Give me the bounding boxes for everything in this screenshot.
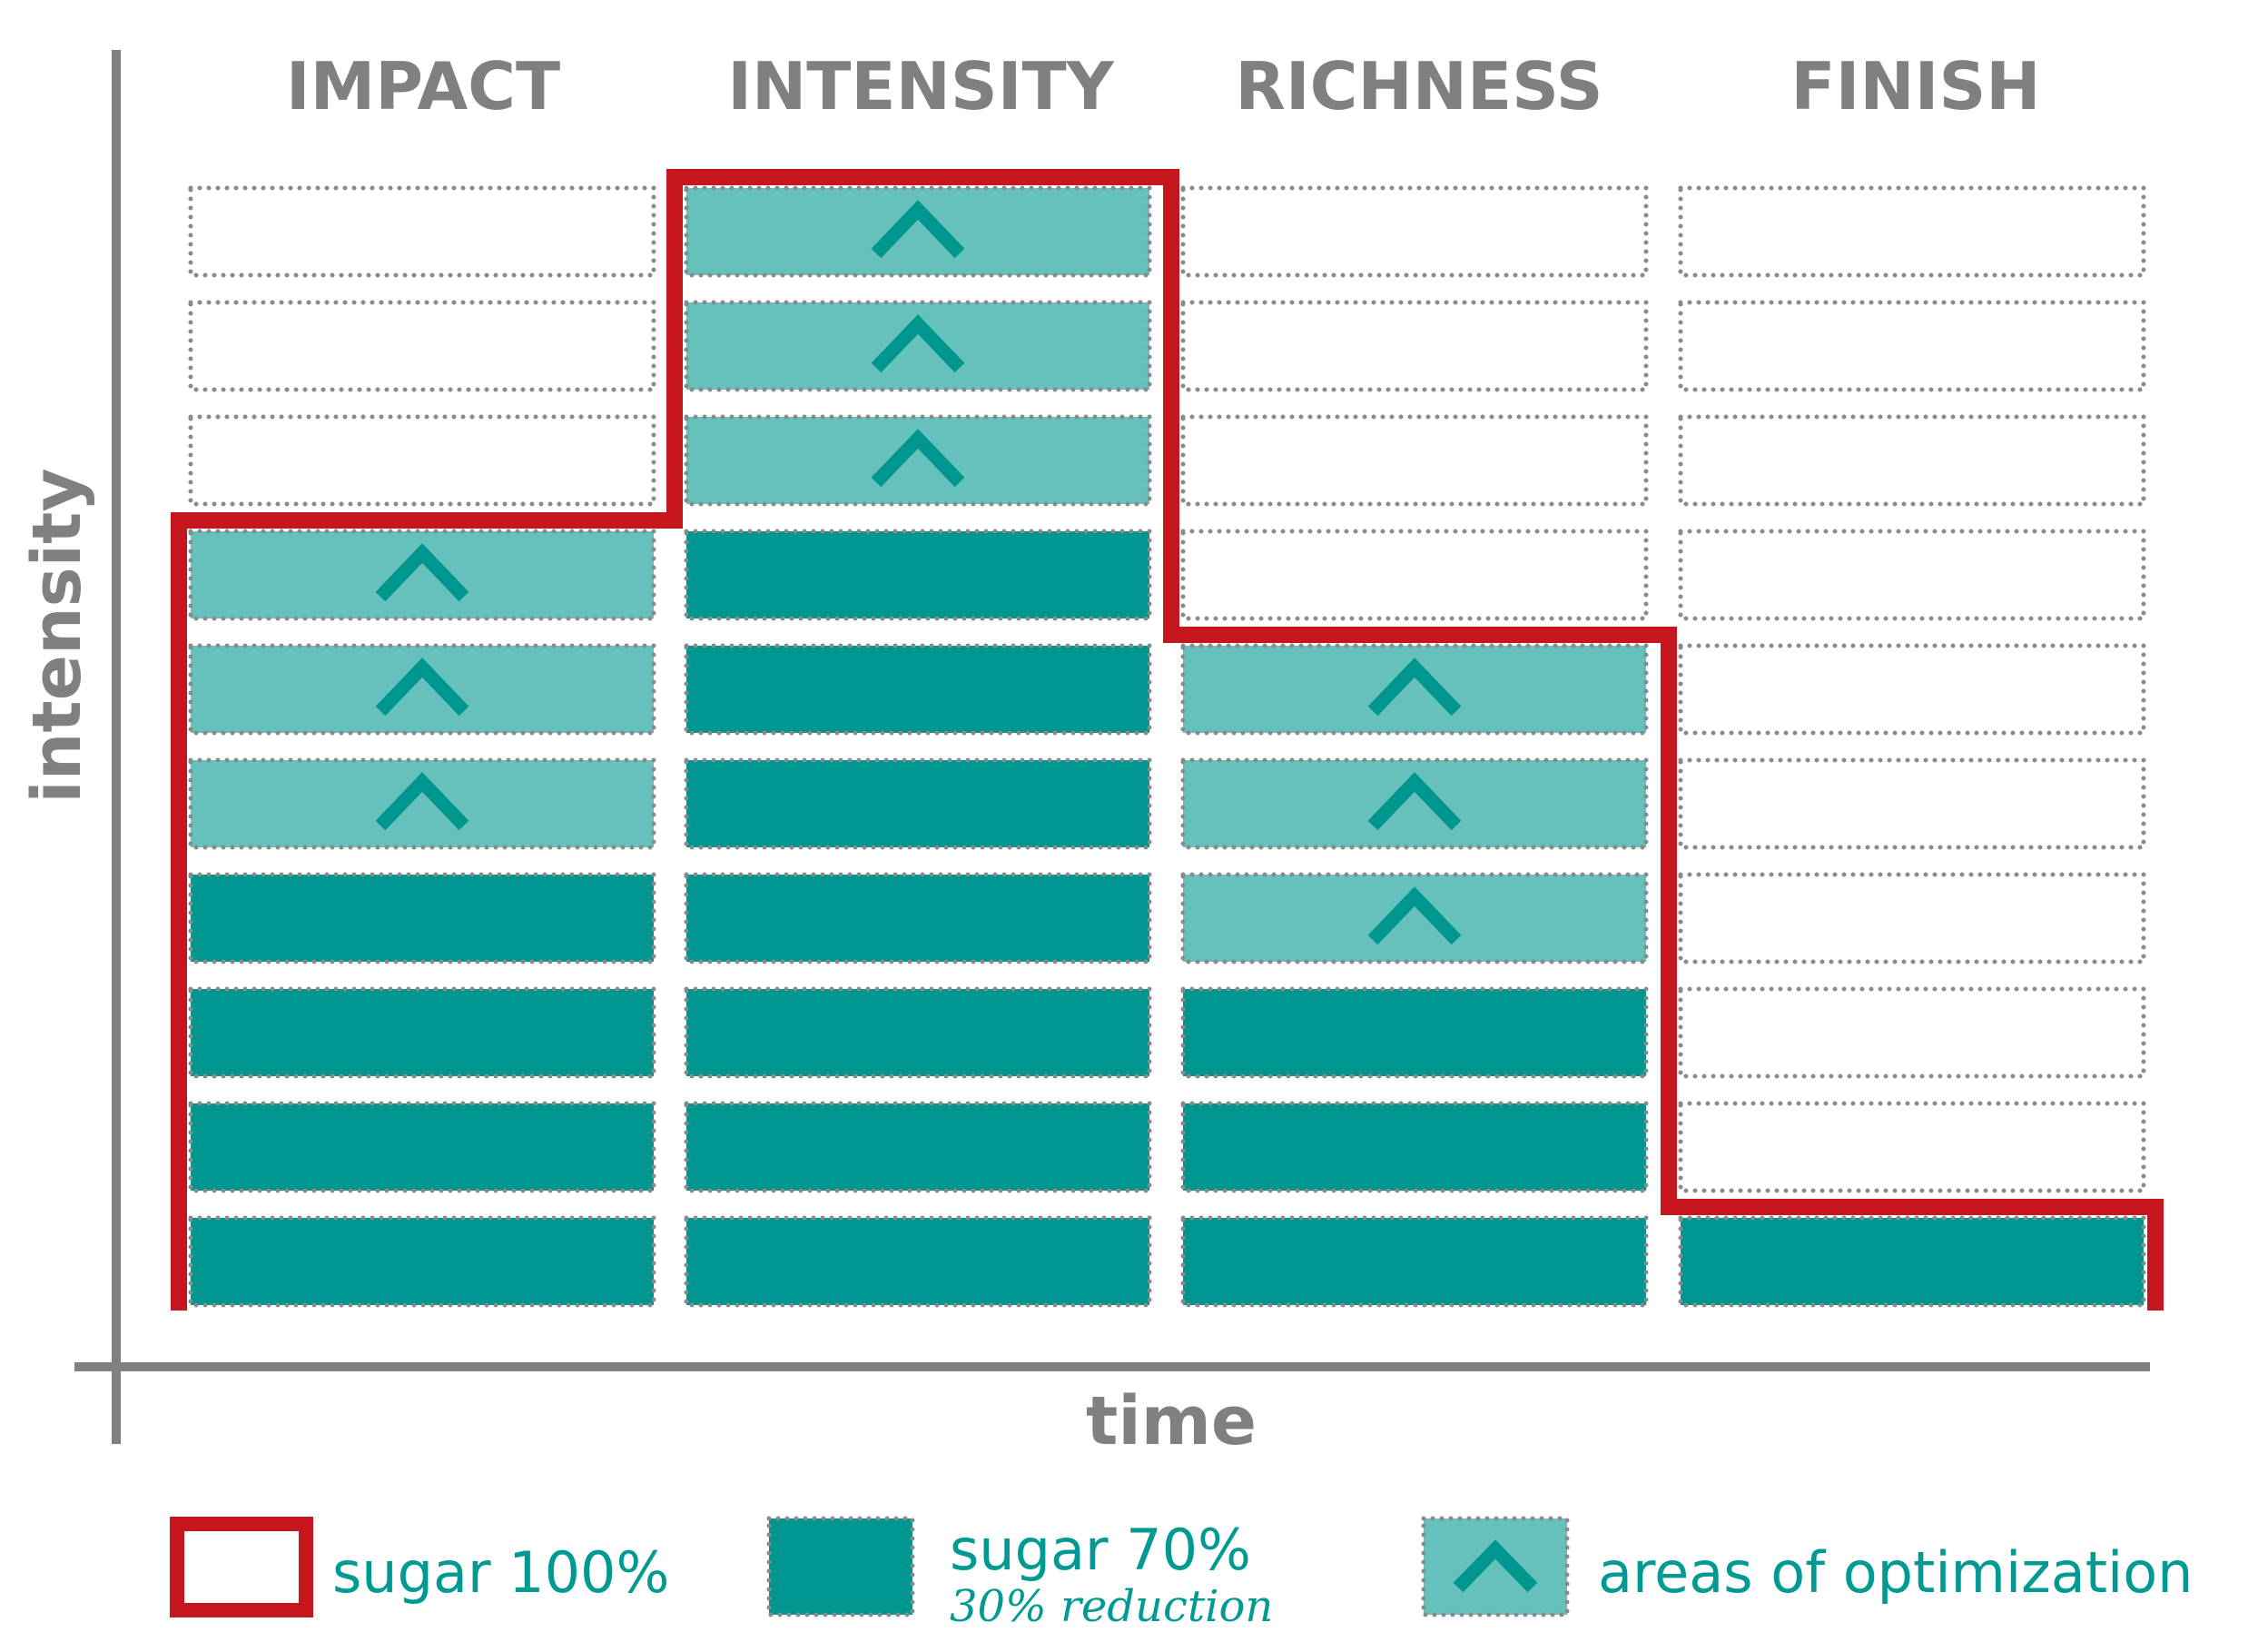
legend-chevron-up-icon	[1453, 1539, 1538, 1593]
legend: sugar 100% sugar 70% 30% reduction areas…	[170, 1516, 2193, 1632]
chevron-up-icon	[375, 543, 469, 602]
bar-segment-sugar-70-richness-2	[1180, 1101, 1649, 1193]
chevron-up-icon	[375, 658, 469, 717]
grid-cell-finish-6	[1678, 643, 2146, 736]
legend-label-optimization: areas of optimization	[1598, 1539, 2193, 1606]
legend-swatch-sugar-100	[170, 1517, 313, 1617]
category-label-finish: FINISH	[1790, 48, 2040, 124]
category-label-richness: RICHNESS	[1235, 48, 1602, 124]
bar-segment-sugar-70-impact-2	[188, 1101, 656, 1193]
legend-label-sugar-100: sugar 100%	[332, 1539, 669, 1606]
category-label-impact: IMPACT	[286, 48, 560, 124]
bar-segment-sugar-70-intensity-6	[684, 643, 1152, 736]
bars-layer	[188, 185, 2146, 1308]
bar-segment-sugar-70-intensity-1	[684, 1215, 1152, 1308]
grid-cell-finish-3	[1678, 986, 2146, 1079]
grid-cell-richness-8	[1180, 414, 1649, 507]
bar-segment-sugar-70-finish-1	[1678, 1215, 2146, 1308]
grid-layer	[188, 185, 2146, 1193]
x-axis-label: time	[1086, 1382, 1257, 1460]
chevron-up-icon	[871, 429, 965, 488]
chevron-up-icon	[871, 314, 965, 373]
chevron-up-icon	[375, 772, 469, 831]
bar-segment-sugar-70-intensity-7	[684, 529, 1152, 621]
legend-swatch-sugar-70	[766, 1516, 915, 1617]
bar-segment-sugar-70-impact-4	[188, 872, 656, 964]
grid-cell-finish-4	[1678, 872, 2146, 964]
bar-segment-sugar-70-intensity-4	[684, 872, 1152, 964]
grid-cell-impact-9	[188, 300, 656, 392]
grid-cell-richness-7	[1180, 529, 1649, 621]
bar-segment-sugar-70-intensity-5	[684, 757, 1152, 850]
sugar-100-outline-layer	[171, 169, 2164, 1311]
grid-cell-richness-9	[1180, 300, 1649, 392]
grid-cell-impact-8	[188, 414, 656, 507]
legend-swatch-optimization	[1421, 1516, 1570, 1617]
bar-segment-sugar-70-impact-3	[188, 986, 656, 1079]
bar-segment-sugar-70-richness-1	[1180, 1215, 1649, 1308]
legend-sublabel-sugar-70: 30% reduction	[950, 1581, 1273, 1632]
chevron-up-icon	[871, 200, 965, 259]
bar-segment-sugar-70-impact-1	[188, 1215, 656, 1308]
chevron-up-icon	[1367, 886, 1462, 945]
y-axis-label: intensity	[18, 468, 96, 803]
grid-cell-finish-2	[1678, 1101, 2146, 1193]
grid-cell-finish-5	[1678, 757, 2146, 850]
grid-cell-finish-7	[1678, 529, 2146, 621]
bar-segment-sugar-70-richness-3	[1180, 986, 1649, 1079]
bar-segment-sugar-70-intensity-2	[684, 1101, 1152, 1193]
sugar-100-line	[171, 169, 2164, 1311]
grid-cell-finish-8	[1678, 414, 2146, 507]
chevron-up-icon	[1367, 772, 1462, 831]
bar-segment-sugar-70-intensity-3	[684, 986, 1152, 1079]
grid-cell-impact-10	[188, 185, 656, 278]
legend-label-sugar-70: sugar 70%	[950, 1517, 1251, 1583]
grid-cell-finish-10	[1678, 185, 2146, 278]
category-label-intensity: INTENSITY	[727, 48, 1114, 124]
chevron-up-icon	[1367, 658, 1462, 717]
grid-cell-richness-10	[1180, 185, 1649, 278]
grid-cell-finish-9	[1678, 300, 2146, 392]
